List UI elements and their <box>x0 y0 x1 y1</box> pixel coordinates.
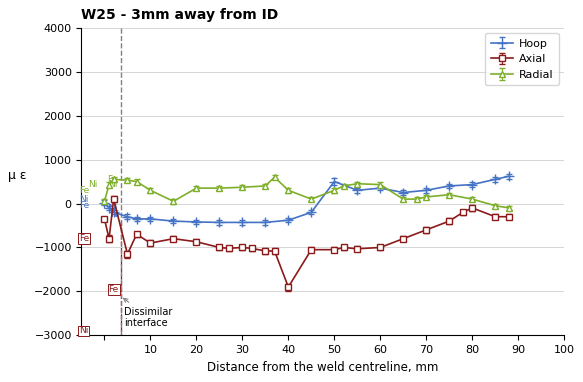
Text: Fe: Fe <box>79 234 89 243</box>
Text: Ni: Ni <box>88 180 97 189</box>
Text: Fe: Fe <box>79 201 89 210</box>
X-axis label: Distance from the weld centreline, mm: Distance from the weld centreline, mm <box>207 361 438 374</box>
Legend: Hoop, Axial, Radial: Hoop, Axial, Radial <box>485 33 559 86</box>
Text: Ni: Ni <box>79 327 89 335</box>
Text: Fe: Fe <box>108 285 119 294</box>
Text: Fe: Fe <box>108 175 118 184</box>
Text: W25 - 3mm away from ID: W25 - 3mm away from ID <box>82 8 279 22</box>
Text: Ni: Ni <box>79 194 89 204</box>
Text: Ni: Ni <box>110 210 120 219</box>
Text: Fe: Fe <box>79 186 89 195</box>
Text: Ni: Ni <box>108 204 117 213</box>
Text: Dissimilar
interface: Dissimilar interface <box>124 298 172 329</box>
Y-axis label: μ ε: μ ε <box>8 168 27 181</box>
Text: Ni: Ni <box>108 180 117 189</box>
